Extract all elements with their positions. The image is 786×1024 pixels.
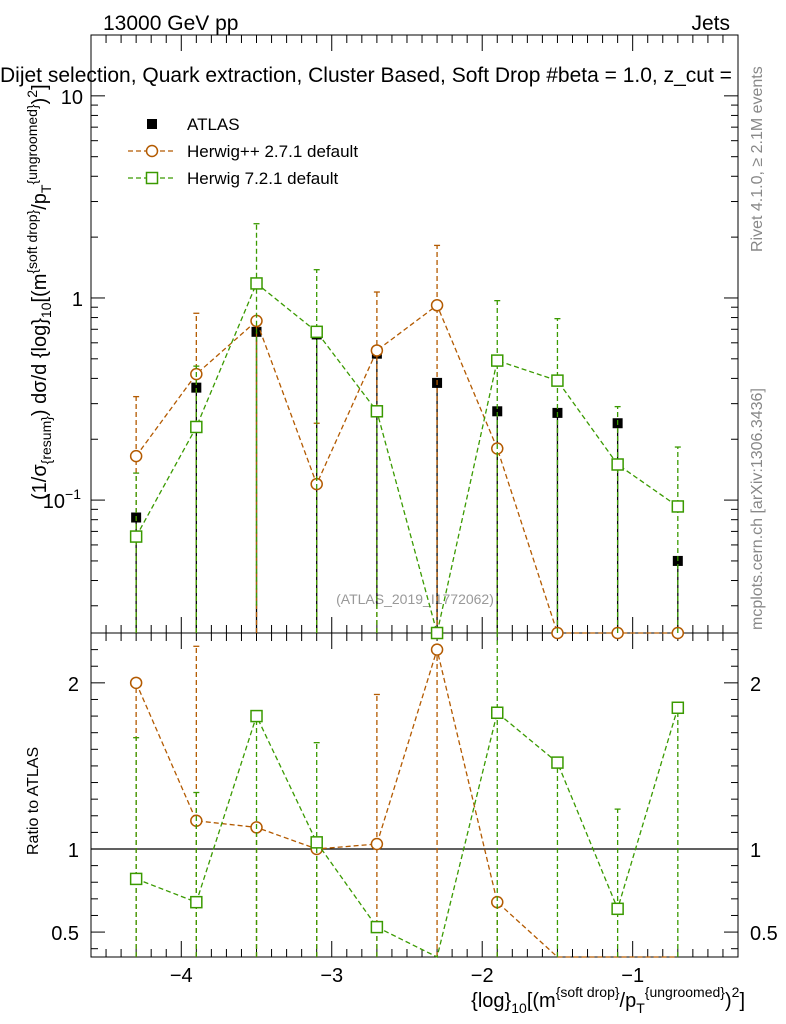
series-atlas-point (191, 382, 202, 393)
series-herwig-2-7-1-default-point (129, 449, 143, 463)
series-herwig-7-2-1-default-ratio-point (190, 895, 203, 909)
x-tick-label: −3 (320, 965, 343, 987)
ratio-y-tick-label-right: 0.5 (750, 923, 778, 945)
legend-herwig-7-2-1-default-label: Herwig 7.2.1 default (187, 169, 338, 188)
series-herwig-2-7-1-default-line (135, 304, 678, 634)
series-herwig-7-2-1-default-line (135, 282, 679, 634)
series-herwig-2-7-1-default-ratio-line (135, 647, 678, 958)
series-herwig-7-2-1-default-ratio-point (551, 756, 564, 769)
legend-herwig-2-7-1-default-marker (145, 144, 159, 158)
legend-atlas-marker (147, 119, 157, 129)
legend-herwig-2-7-1-default-label: Herwig++ 2.7.1 default (187, 142, 358, 161)
series-herwig-7-2-1-default-ratio-point (129, 872, 143, 886)
legend-herwig-7-2-1-default-marker (145, 171, 159, 185)
ratio-y-tick-label-right: 2 (750, 674, 761, 696)
main-y-tick-label: 1 (72, 289, 83, 311)
series-herwig-7-2-1-default-point (370, 405, 384, 418)
series-herwig-2-7-1-default-ratio-point (129, 676, 143, 690)
series-herwig-2-7-1-default-ratio-point (370, 837, 384, 851)
rivet-label: Rivet 4.1.0, ≥ 2.1M events (749, 66, 766, 252)
series-herwig-7-2-1-default-ratio-point (611, 902, 624, 916)
legend-atlas-label: ATLAS (187, 115, 240, 134)
main-ylabel: (1/σ{resum}) dσ/d {log}10[(m{soft drop}/… (24, 84, 54, 500)
series-herwig-7-2-1-default-point (129, 530, 143, 543)
x-tick-label: −2 (471, 965, 494, 987)
ratio-y-tick-label-right: 1 (750, 840, 761, 862)
ratio-y-tick-label: 1 (68, 840, 79, 862)
ratio-ylabel: Ratio to ATLAS (25, 747, 42, 855)
series-herwig-7-2-1-default-ratio-line (135, 707, 679, 958)
ratio-frame (90, 632, 739, 958)
series-atlas-point (492, 406, 503, 417)
x-axis-label: {log}10[(m{soft drop}/pT{ungroomed})2] (471, 984, 745, 1016)
series-herwig-7-2-1-default-point (491, 354, 504, 367)
ratio-y-tick-label: 2 (68, 674, 79, 696)
series-herwig-7-2-1-default-point (551, 374, 564, 387)
series-herwig-7-2-1-default-ratio-point (370, 920, 384, 934)
x-axis: −4 −3 −2 −1 (90, 35, 724, 987)
series-herwig-7-2-1-default-point (430, 626, 444, 640)
series-herwig-7-2-1-default-ratio-point (491, 706, 504, 720)
mcplots-label: mcplots.cern.ch [arXiv:1306.3436] (749, 388, 766, 630)
header-right: Jets (691, 12, 730, 35)
series-layer (129, 223, 685, 640)
series-herwig-7-2-1-default-point (250, 277, 263, 290)
series-herwig-7-2-1-default-point (671, 500, 685, 513)
series-herwig-2-7-1-default-point (430, 299, 444, 312)
x-tick-label: −4 (170, 965, 193, 987)
plot-title: Dijet selection, Quark extraction, Clust… (0, 64, 732, 87)
series-herwig-7-2-1-default-ratio-point (671, 701, 685, 715)
series-herwig-7-2-1-default-point (611, 458, 624, 471)
series-herwig-2-7-1-default-ratio-point (430, 643, 444, 656)
series-herwig-7-2-1-default-ratio-point (310, 836, 323, 849)
legend: ATLAS Herwig++ 2.7.1 default Herwig 7.2.1 … (128, 115, 358, 188)
series-herwig-7-2-1-default-point (310, 325, 323, 339)
ratio-layer (129, 633, 685, 958)
series-herwig-2-7-1-default-point (370, 344, 384, 357)
ratio-y-tick-label: 0.5 (51, 923, 79, 945)
series-herwig-7-2-1-default-ratio-point (250, 709, 263, 723)
watermark: (ATLAS_2019_I1772062) (336, 591, 494, 607)
ratio-y-axis: 0.5 0.5 1 1 2 2 (51, 649, 778, 950)
header-left: 13000 GeV pp (103, 12, 238, 35)
x-tick-label: −1 (621, 965, 644, 987)
main-y-tick-label: 10 (61, 87, 83, 109)
series-herwig-7-2-1-default-point (190, 420, 203, 434)
